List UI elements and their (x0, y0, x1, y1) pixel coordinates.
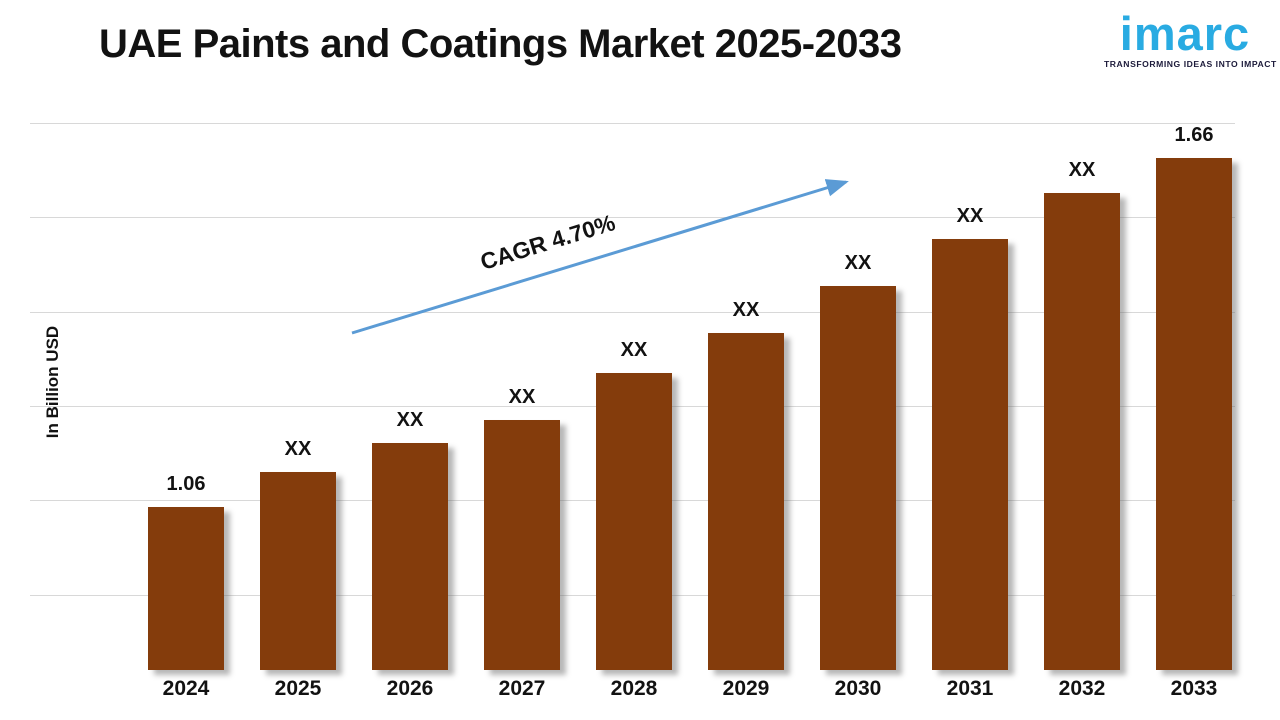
bar-2024 (148, 507, 224, 670)
gridline (30, 123, 1235, 124)
value-label-2029: XX (732, 298, 760, 321)
chart-title: UAE Paints and Coatings Market 2025-2033 (99, 22, 902, 66)
category-label-2031: 2031 (946, 677, 994, 700)
bar-2032 (1044, 192, 1120, 670)
category-label-2030: 2030 (834, 677, 882, 700)
category-label-2028: 2028 (610, 677, 658, 700)
imarc-logo: imarc TRANSFORMING IDEAS INTO IMPACT (1104, 7, 1277, 69)
value-label-2026: XX (396, 409, 424, 432)
value-label-2031: XX (956, 205, 984, 228)
category-label-2032: 2032 (1058, 677, 1106, 700)
category-label-2029: 2029 (722, 677, 770, 700)
imarc-logo-wordmark: imarc (1119, 7, 1251, 60)
cagr-label: CAGR 4.70% (477, 209, 618, 275)
bar-2033 (1156, 157, 1232, 670)
bar-2027 (484, 419, 560, 670)
bar-2029 (708, 332, 784, 670)
value-label-2028: XX (620, 339, 648, 362)
bar-2031 (932, 239, 1008, 670)
value-label-2025: XX (284, 438, 312, 461)
bar-2025 (260, 472, 336, 670)
imarc-logo-tagline: TRANSFORMING IDEAS INTO IMPACT (1104, 58, 1277, 69)
category-label-2025: 2025 (274, 677, 322, 700)
value-label-2032: XX (1068, 158, 1096, 181)
y-axis-title: In Billion USD (43, 325, 62, 439)
category-label-2033: 2033 (1170, 677, 1218, 700)
value-label-2030: XX (844, 251, 872, 274)
category-label-2027: 2027 (498, 677, 546, 700)
bar-2030 (820, 285, 896, 670)
bar-2028 (596, 373, 672, 670)
value-label-2027: XX (508, 385, 536, 408)
value-label-2024: 1.06 (166, 473, 206, 496)
value-label-2033: 1.66 (1174, 123, 1214, 146)
bar-2026 (372, 443, 448, 670)
category-label-2024: 2024 (162, 677, 210, 700)
category-label-2026: 2026 (386, 677, 434, 700)
